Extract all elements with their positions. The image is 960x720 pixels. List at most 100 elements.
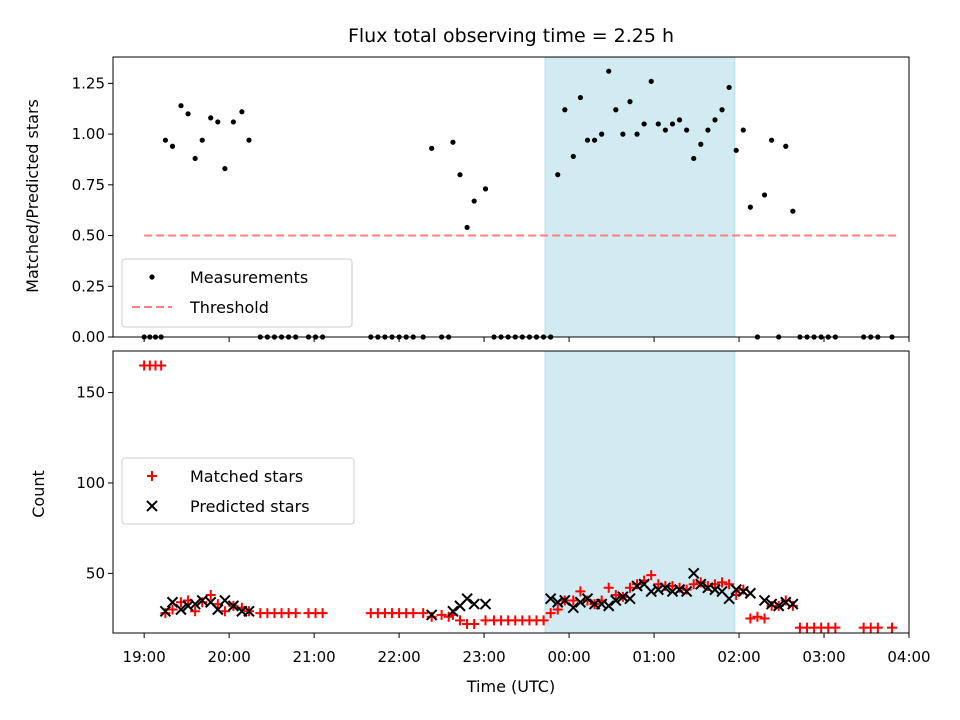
x-tick-label: 01:00 — [632, 648, 675, 666]
predicted-point — [624, 592, 636, 605]
legend-box — [121, 457, 355, 525]
measurement-point — [246, 137, 252, 143]
measurement-point — [192, 155, 198, 162]
measurement-point — [726, 84, 732, 91]
x-tick-label: 20:00 — [208, 648, 251, 666]
predicted-point — [744, 587, 757, 599]
matched-point — [426, 611, 437, 622]
predicted-point — [243, 605, 255, 618]
measurement-point — [733, 147, 739, 153]
measurement-point — [457, 172, 463, 178]
matched-point — [624, 582, 635, 593]
matched-point — [205, 590, 216, 601]
measurement-point — [570, 153, 576, 160]
measurement-point — [577, 94, 584, 101]
axes-frame — [112, 350, 910, 634]
matched-point — [197, 597, 208, 608]
measurement-point — [162, 137, 169, 143]
measurement-point — [712, 117, 718, 123]
measurement-point — [239, 109, 245, 115]
matched-point — [603, 582, 614, 593]
measurement-point — [719, 107, 725, 113]
y-tick-label: 150 — [76, 384, 105, 402]
y-tick-label: 100 — [76, 474, 105, 492]
plot-panels: 0.00 0.25 0.50 0.75 1.00 1.25 Measurements Thre… — [72, 56, 931, 666]
series-matched-stars — [139, 360, 898, 633]
measurement-point — [230, 119, 236, 125]
top-y-axis-label: Matched/Predicted stars — [23, 99, 42, 293]
axes-frame — [112, 56, 910, 338]
predicted-point — [723, 592, 735, 605]
x-tick-label: 23:00 — [462, 648, 505, 666]
x-tick-label: 21:00 — [293, 648, 336, 666]
matched-point — [538, 615, 549, 626]
predicted-point — [447, 605, 459, 618]
measurement-point — [761, 192, 768, 198]
predicted-point — [196, 594, 208, 607]
predicted-point — [688, 567, 700, 580]
matched-point — [695, 577, 706, 588]
x-axis-label: Time (UTC) — [466, 677, 555, 696]
matched-point — [575, 586, 586, 597]
matched-point — [830, 622, 841, 633]
measurement-point — [185, 111, 191, 117]
measurement-point — [482, 186, 489, 192]
predicted-point — [189, 598, 201, 610]
matched-point — [752, 611, 763, 622]
legend-label: Measurements — [190, 268, 308, 287]
matched-point — [610, 590, 621, 601]
series-predicted-stars — [159, 567, 799, 621]
matched-point — [156, 360, 167, 371]
measurement-point — [691, 155, 697, 162]
predicted-point — [468, 598, 480, 610]
measurement-point — [178, 103, 184, 109]
matched-point — [480, 615, 491, 626]
x-tick-label: 02:00 — [717, 648, 760, 666]
legend-count: Matched stars Predicted stars — [121, 457, 355, 525]
measurement-point — [740, 127, 746, 133]
x-tick-label: 04:00 — [887, 648, 930, 666]
matched-point — [190, 606, 201, 617]
matched-point — [688, 579, 699, 590]
predicted-point — [212, 603, 224, 616]
legend-box — [121, 258, 353, 328]
measurement-point — [627, 99, 633, 105]
matched-point — [759, 613, 770, 624]
matched-point — [290, 608, 301, 619]
y-tick-label: 1.25 — [72, 74, 105, 92]
legend-marker-matched — [147, 471, 157, 481]
predicted-point — [610, 594, 622, 607]
matched-point — [632, 579, 643, 590]
legend-marker-measurements — [149, 274, 155, 280]
measurement-point — [199, 137, 205, 143]
measurement-point — [698, 141, 704, 147]
measurement-point — [450, 139, 456, 145]
predicted-point — [659, 582, 672, 594]
matched-point — [317, 608, 328, 619]
measurement-point — [208, 115, 214, 121]
predicted-point — [581, 592, 594, 605]
bottom-y-axis-label: Count — [29, 470, 48, 518]
y-tick-label: 0.00 — [72, 328, 105, 346]
x-tick-label: 19:00 — [123, 648, 166, 666]
matched-point — [887, 622, 898, 633]
measurement-point — [655, 121, 661, 127]
measurement-point — [169, 143, 176, 149]
measurement-point — [464, 224, 470, 231]
measurement-point — [641, 121, 647, 127]
measurement-point — [599, 131, 605, 137]
measurement-point — [634, 131, 640, 137]
predicted-point — [567, 601, 580, 614]
y-tick-label: 0.75 — [72, 176, 105, 194]
matched-point — [408, 608, 419, 619]
y-tick-label: 0.50 — [72, 227, 105, 245]
predicted-point — [758, 594, 771, 607]
y-tick-label: 0.25 — [72, 277, 105, 295]
matched-point — [717, 577, 728, 588]
shaded-observing-window — [544, 56, 736, 338]
matched-point — [455, 615, 466, 626]
measurement-point — [669, 121, 676, 127]
predicted-point — [574, 596, 587, 608]
matched-point — [160, 608, 171, 619]
